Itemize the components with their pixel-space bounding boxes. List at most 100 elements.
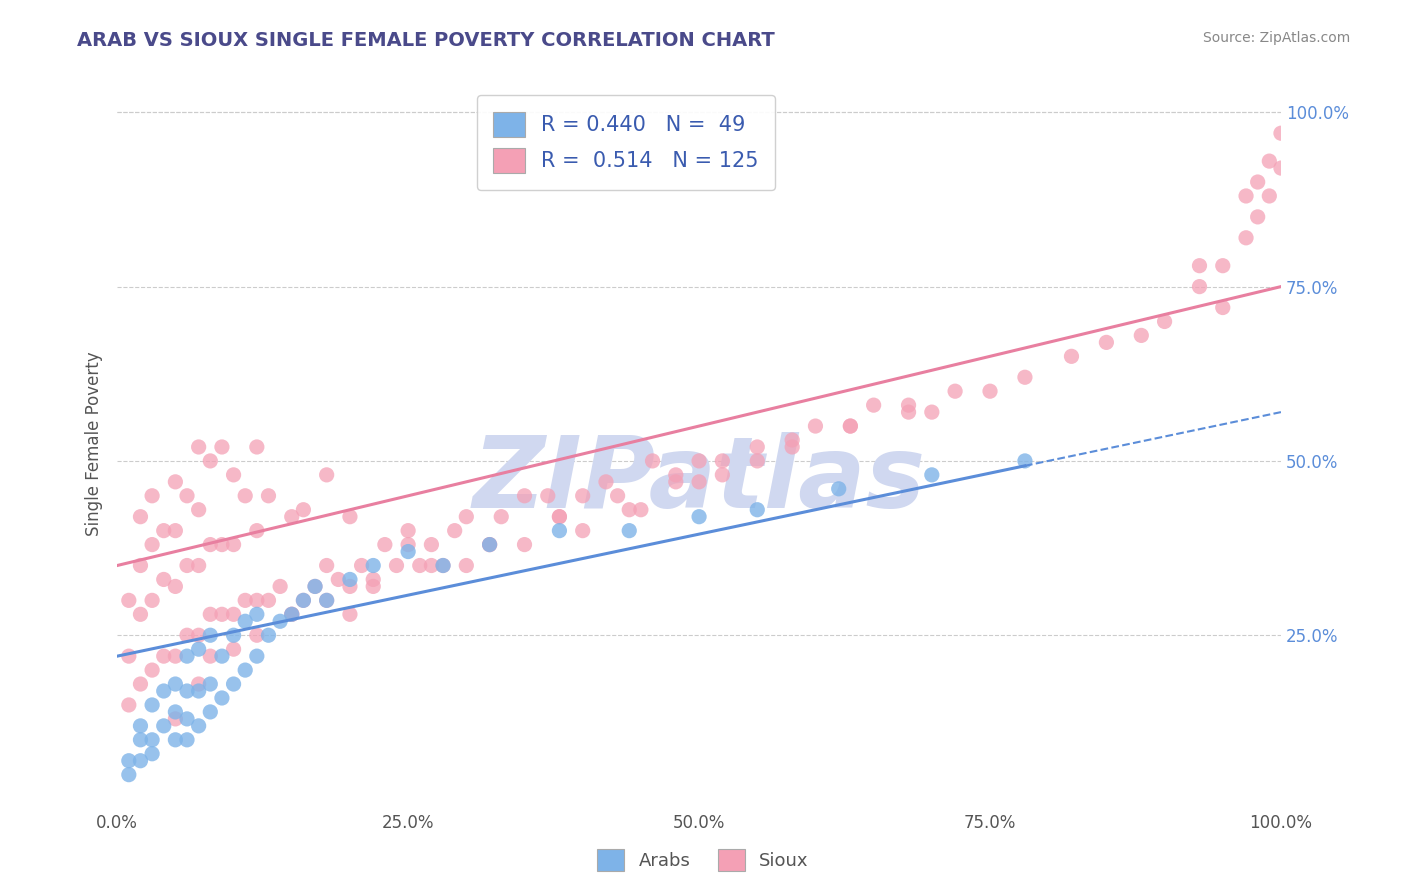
Point bbox=[141, 489, 163, 503]
Point bbox=[152, 524, 174, 538]
Point bbox=[409, 558, 432, 573]
Point bbox=[513, 538, 536, 552]
Point bbox=[339, 573, 361, 587]
Point bbox=[246, 607, 269, 622]
Point bbox=[1247, 210, 1270, 224]
Point bbox=[187, 719, 209, 733]
Point bbox=[361, 573, 384, 587]
Point bbox=[513, 489, 536, 503]
Point bbox=[537, 489, 560, 503]
Point bbox=[200, 607, 222, 622]
Point bbox=[456, 558, 478, 573]
Point bbox=[187, 684, 209, 698]
Point bbox=[129, 677, 152, 691]
Point bbox=[187, 642, 209, 657]
Point bbox=[711, 467, 734, 482]
Point bbox=[200, 705, 222, 719]
Point bbox=[176, 649, 198, 664]
Point bbox=[921, 405, 943, 419]
Point bbox=[281, 509, 304, 524]
Point bbox=[257, 593, 280, 607]
Point bbox=[222, 642, 245, 657]
Text: ARAB VS SIOUX SINGLE FEMALE POVERTY CORRELATION CHART: ARAB VS SIOUX SINGLE FEMALE POVERTY CORR… bbox=[77, 31, 775, 50]
Point bbox=[443, 524, 465, 538]
Point bbox=[747, 454, 769, 468]
Point bbox=[292, 593, 315, 607]
Y-axis label: Single Female Poverty: Single Female Poverty bbox=[86, 351, 103, 536]
Point bbox=[361, 579, 384, 593]
Point bbox=[374, 538, 396, 552]
Point bbox=[165, 649, 187, 664]
Point bbox=[269, 579, 291, 593]
Point bbox=[747, 502, 769, 516]
Point bbox=[478, 538, 501, 552]
Point bbox=[187, 628, 209, 642]
Point bbox=[129, 754, 152, 768]
Point bbox=[176, 732, 198, 747]
Point bbox=[1212, 259, 1234, 273]
Point bbox=[1060, 349, 1083, 363]
Point bbox=[1212, 301, 1234, 315]
Point bbox=[118, 767, 141, 781]
Point bbox=[432, 558, 454, 573]
Point bbox=[211, 538, 233, 552]
Point bbox=[456, 509, 478, 524]
Point bbox=[222, 628, 245, 642]
Point bbox=[257, 489, 280, 503]
Point bbox=[269, 615, 291, 629]
Point bbox=[118, 649, 141, 664]
Point bbox=[606, 489, 628, 503]
Point bbox=[315, 593, 337, 607]
Point bbox=[292, 502, 315, 516]
Point bbox=[828, 482, 851, 496]
Point bbox=[839, 419, 862, 434]
Point bbox=[222, 607, 245, 622]
Point bbox=[619, 524, 641, 538]
Point bbox=[688, 454, 710, 468]
Point bbox=[1270, 161, 1292, 175]
Point bbox=[688, 509, 710, 524]
Point bbox=[1247, 175, 1270, 189]
Point bbox=[339, 509, 361, 524]
Point bbox=[315, 593, 337, 607]
Point bbox=[571, 524, 593, 538]
Point bbox=[246, 593, 269, 607]
Point bbox=[328, 573, 350, 587]
Point bbox=[176, 628, 198, 642]
Point bbox=[281, 607, 304, 622]
Point bbox=[211, 607, 233, 622]
Point bbox=[361, 558, 384, 573]
Point bbox=[165, 712, 187, 726]
Point bbox=[1270, 126, 1292, 140]
Point bbox=[141, 732, 163, 747]
Point bbox=[1258, 154, 1281, 169]
Point bbox=[176, 712, 198, 726]
Point bbox=[165, 524, 187, 538]
Point bbox=[152, 573, 174, 587]
Point bbox=[118, 698, 141, 712]
Point bbox=[200, 454, 222, 468]
Point bbox=[200, 628, 222, 642]
Point bbox=[688, 475, 710, 489]
Legend: Arabs, Sioux: Arabs, Sioux bbox=[591, 842, 815, 879]
Point bbox=[246, 524, 269, 538]
Point bbox=[420, 538, 443, 552]
Point bbox=[1258, 189, 1281, 203]
Point bbox=[478, 538, 501, 552]
Point bbox=[1234, 189, 1257, 203]
Point bbox=[339, 607, 361, 622]
Point bbox=[222, 677, 245, 691]
Point bbox=[176, 558, 198, 573]
Point bbox=[595, 475, 617, 489]
Point bbox=[1014, 454, 1036, 468]
Point bbox=[211, 649, 233, 664]
Point bbox=[548, 509, 571, 524]
Point bbox=[619, 502, 641, 516]
Point bbox=[350, 558, 373, 573]
Point bbox=[211, 440, 233, 454]
Point bbox=[1188, 259, 1211, 273]
Point bbox=[396, 544, 419, 558]
Point bbox=[118, 754, 141, 768]
Point bbox=[141, 663, 163, 677]
Point bbox=[200, 677, 222, 691]
